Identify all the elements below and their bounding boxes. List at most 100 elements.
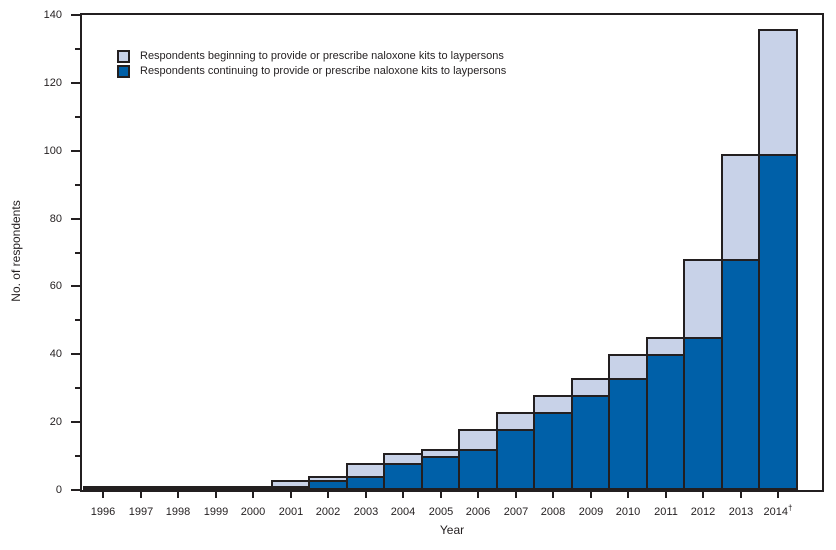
- bar-segment-beginning: [458, 429, 498, 451]
- x-tick: [515, 492, 517, 498]
- x-tick-label: 2005: [428, 506, 454, 518]
- y-minor-tick: [75, 184, 80, 186]
- y-major-tick: [71, 353, 80, 355]
- y-tick-label: 0: [55, 484, 62, 496]
- x-tick: [102, 492, 104, 498]
- bar-segment-beginning: [533, 395, 573, 414]
- bar-segment-continuing: [196, 486, 235, 490]
- bar-segment-beginning: [646, 337, 685, 356]
- legend-label-beginning: Respondents beginning to provide or pres…: [140, 50, 504, 62]
- x-tick: [290, 492, 292, 498]
- x-tick: [590, 492, 592, 498]
- bar-segment-continuing: [608, 378, 648, 490]
- legend-swatch-beginning-icon: [117, 50, 130, 63]
- y-major-tick: [71, 82, 80, 84]
- bar-segment-beginning: [496, 412, 535, 431]
- bar-segment-beginning: [571, 378, 610, 397]
- x-tick: [477, 492, 479, 498]
- x-tick: [402, 492, 404, 498]
- dagger-footnote-mark: †: [788, 503, 793, 513]
- bar-segment-continuing: [683, 337, 723, 490]
- legend-row-continuing: Respondents continuing to provide or pre…: [117, 65, 506, 78]
- y-tick-label: 120: [43, 77, 62, 89]
- y-major-tick: [71, 285, 80, 287]
- x-tick-label: 1996: [90, 506, 116, 518]
- x-tick: [327, 492, 329, 498]
- y-minor-tick: [75, 116, 80, 118]
- bar-segment-continuing: [758, 154, 798, 490]
- bar-segment-beginning: [683, 259, 723, 339]
- x-tick-label: 2011: [654, 506, 678, 518]
- y-minor-tick: [75, 387, 80, 389]
- x-tick-label: 2013: [728, 506, 754, 518]
- bar-segment-beginning: [346, 463, 385, 478]
- y-major-tick: [71, 150, 80, 152]
- bar-segment-continuing: [158, 486, 198, 490]
- x-tick: [365, 492, 367, 498]
- bar-segment-continuing: [233, 486, 273, 490]
- x-tick: [140, 492, 142, 498]
- x-tick-label: 2004: [390, 506, 416, 518]
- y-tick-label: 80: [49, 213, 62, 225]
- bar-segment-beginning: [83, 486, 123, 490]
- x-tick-label: 2001: [278, 506, 304, 518]
- x-tick: [665, 492, 667, 498]
- plot-area: [80, 13, 824, 492]
- legend: Respondents beginning to provide or pres…: [117, 50, 506, 80]
- bar-segment-continuing: [571, 395, 610, 490]
- bar-segment-continuing: [458, 449, 498, 490]
- bar-segment-continuing: [496, 429, 535, 490]
- y-minor-tick: [75, 252, 80, 254]
- x-tick-label: 2012: [690, 506, 716, 518]
- y-major-tick: [71, 421, 80, 423]
- x-tick: [740, 492, 742, 498]
- x-tick: [777, 492, 779, 498]
- x-tick-label: 2000: [240, 506, 266, 518]
- legend-row-beginning: Respondents beginning to provide or pres…: [117, 50, 506, 63]
- bar-segment-beginning: [608, 354, 648, 380]
- y-major-tick: [71, 14, 80, 16]
- legend-label-continuing: Respondents continuing to provide or pre…: [140, 65, 507, 77]
- x-tick-label: 2014†: [763, 503, 793, 518]
- y-minor-tick: [75, 48, 80, 50]
- bar-segment-continuing: [383, 463, 423, 490]
- x-tick-label: 2009: [578, 506, 604, 518]
- y-tick-label: 40: [49, 348, 62, 360]
- x-tick: [627, 492, 629, 498]
- x-axis-title: Year: [439, 523, 465, 537]
- bar-segment-beginning: [758, 29, 798, 156]
- bar-segment-beginning: [308, 476, 348, 482]
- x-tick-label: 2010: [615, 506, 641, 518]
- y-major-tick: [71, 218, 80, 220]
- x-tick: [440, 492, 442, 498]
- bar-segment-beginning: [421, 449, 460, 458]
- y-minor-tick: [75, 319, 80, 321]
- bar-segment-continuing: [533, 412, 573, 490]
- x-tick: [252, 492, 254, 498]
- x-tick-label: 1999: [203, 506, 229, 518]
- y-minor-tick: [75, 455, 80, 457]
- bar-segment-beginning: [383, 453, 423, 465]
- x-tick-label: 2008: [540, 506, 566, 518]
- x-tick-label: 1997: [128, 506, 154, 518]
- y-major-tick: [71, 489, 80, 491]
- bar-segment-continuing: [421, 456, 460, 490]
- x-tick: [552, 492, 554, 498]
- bar-segment-continuing: [646, 354, 685, 490]
- x-tick: [215, 492, 217, 498]
- x-tick-label: 2007: [503, 506, 529, 518]
- bar-segment-beginning: [721, 154, 760, 261]
- bar-segment-beginning: [271, 480, 310, 488]
- x-tick-label: 2006: [465, 506, 491, 518]
- bar-segment-continuing: [121, 486, 160, 490]
- x-tick-label: 1998: [165, 506, 191, 518]
- y-tick-label: 60: [49, 280, 62, 292]
- x-tick-label: 2002: [315, 506, 341, 518]
- bar-segment-continuing: [346, 476, 385, 490]
- x-tick: [702, 492, 704, 498]
- y-tick-label: 20: [49, 416, 62, 428]
- y-tick-label: 100: [43, 145, 62, 157]
- bar-segment-continuing: [721, 259, 760, 490]
- legend-swatch-continuing-icon: [117, 65, 130, 78]
